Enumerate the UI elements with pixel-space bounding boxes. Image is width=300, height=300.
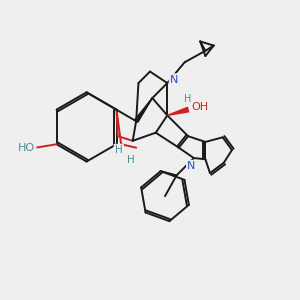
Text: N: N: [188, 161, 196, 171]
Text: HO: HO: [18, 143, 35, 153]
Polygon shape: [167, 107, 189, 116]
Text: N: N: [170, 75, 178, 85]
Text: H: H: [184, 94, 192, 104]
Text: H: H: [115, 145, 123, 155]
Polygon shape: [134, 98, 152, 122]
Text: OH: OH: [191, 102, 208, 112]
Text: H: H: [127, 155, 134, 165]
